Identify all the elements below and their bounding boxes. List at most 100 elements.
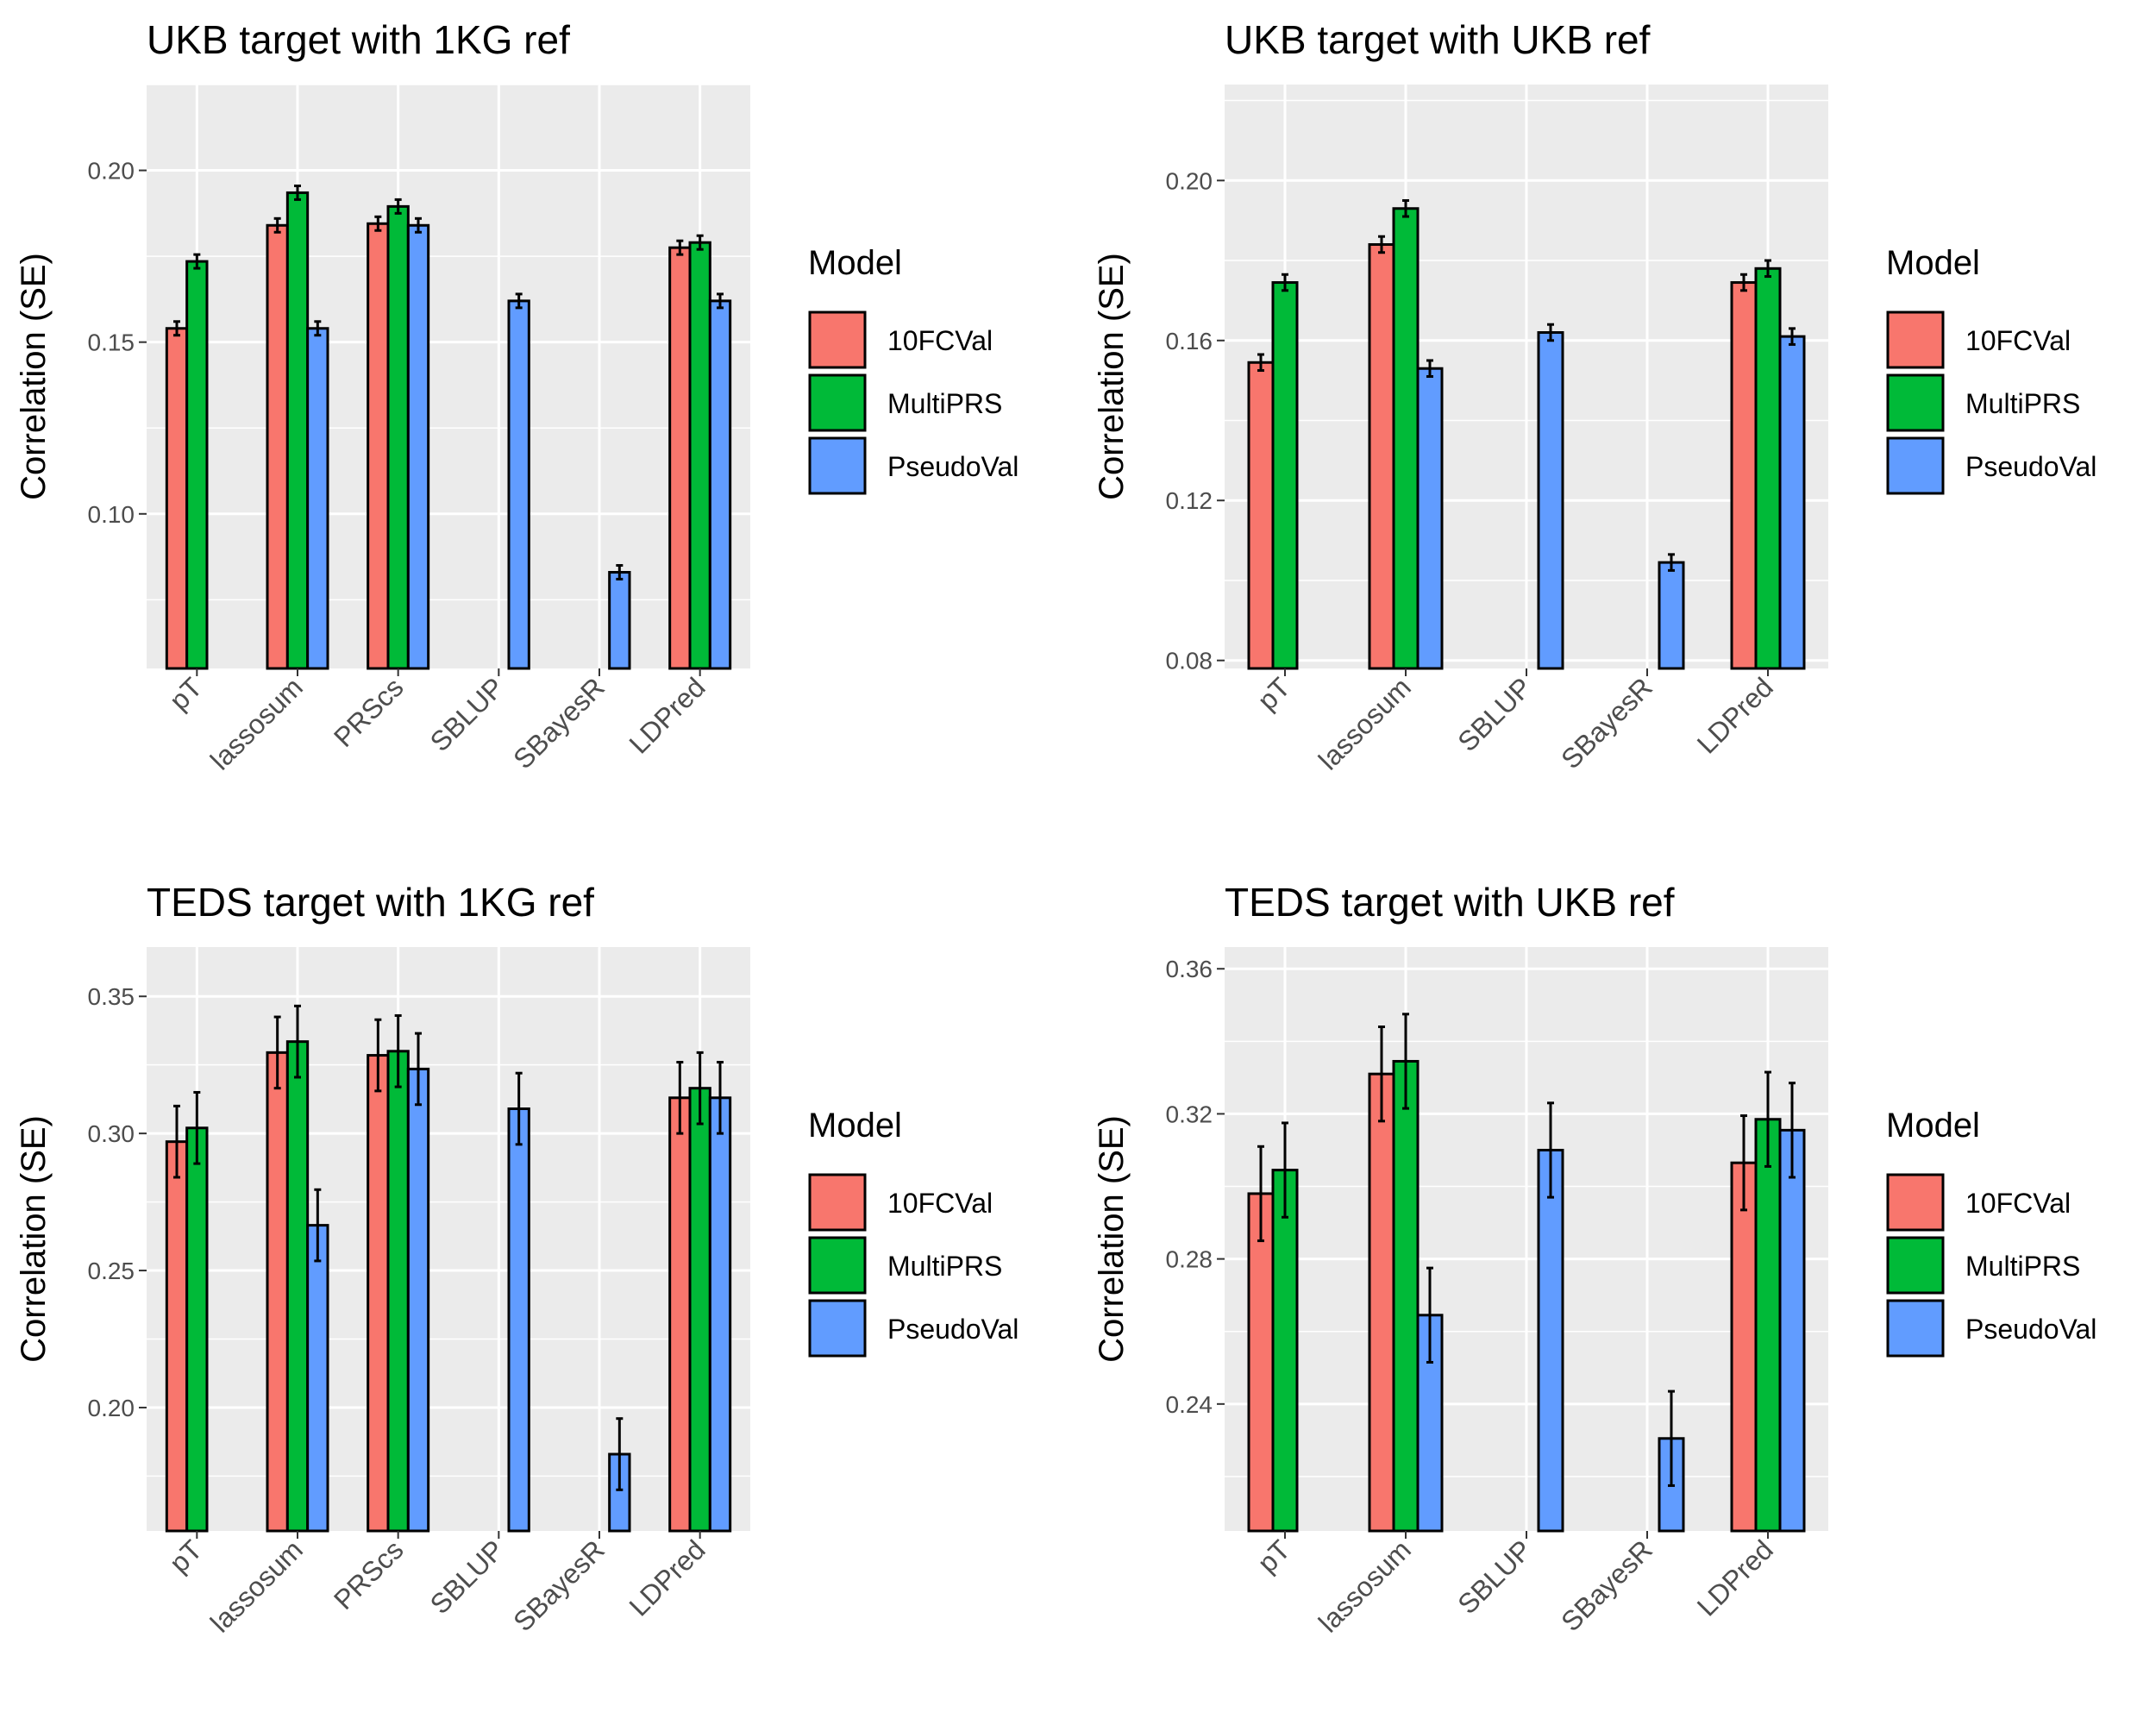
bar [406,223,430,670]
bar [608,570,631,670]
legend-title: Model [808,244,902,282]
y-tick-label: 0.08 [1166,648,1213,674]
bar [507,299,530,670]
y-axis-label: Correlation (SE) [1093,1115,1131,1363]
plot-background [147,85,750,668]
x-tick-label: LDPred [623,671,711,759]
bar [1392,1059,1420,1533]
legend-swatch [808,1299,867,1358]
bar [708,1096,732,1533]
bar [1368,1072,1395,1533]
legend-swatch [1886,436,1945,495]
legend-label: PseudoVal [887,1314,1018,1345]
chart-panel-ukb-ukb: UKB target with UKB ref 0.08 0.12 0.16 0.20 p… [1078,0,2156,862]
y-tick-label: 0.10 [88,501,135,528]
x-tick-label: lassosum [1313,1534,1417,1638]
y-tick-label: 0.20 [1166,167,1213,194]
x-tick-label: pT [1251,671,1296,716]
bar [406,1067,430,1533]
bar [1658,561,1685,670]
y-axis-label: Correlation (SE) [15,253,53,500]
y-tick-label: 0.35 [88,983,135,1010]
bar [185,260,209,670]
bar [688,241,711,670]
legend-label: 10FCVal [887,1188,993,1219]
chart-svg: UKB target with UKB ref 0.08 0.12 0.16 0.20 p… [1093,17,2096,776]
bar [266,223,289,670]
bar [1247,1192,1275,1533]
chart-svg: TEDS target with UKB ref 0.24 0.28 0.32 0.36… [1093,880,2096,1639]
x-tick-label: LDPred [623,1534,711,1622]
y-tick-label: 0.20 [88,158,135,185]
x-tick-label: pT [1251,1534,1296,1578]
legend-label: 10FCVal [1965,1188,2071,1219]
chart-panel-teds-1kg: TEDS target with 1KG ref 0.20 0.25 0.30 0.35… [0,862,1078,1725]
legend-label: MultiPRS [1965,388,2080,419]
bar [285,191,310,670]
legend-label: PseudoVal [1965,1314,2096,1345]
y-tick-label: 0.12 [1166,487,1213,514]
x-tick-label: SBLUP [424,1534,511,1620]
bar [165,327,189,670]
bar [1368,242,1395,670]
bar [367,222,390,670]
y-tick-label: 0.24 [1166,1391,1213,1418]
y-tick-label: 0.28 [1166,1246,1213,1273]
y-tick-label: 0.25 [88,1258,135,1284]
x-tick-label: lassosum [204,671,309,775]
legend-label: MultiPRS [887,1251,1002,1282]
bar [1271,281,1299,670]
bar [668,246,692,670]
bar [1778,335,1806,670]
bar [306,327,329,670]
chart-title: UKB target with 1KG ref [147,17,570,62]
bar [185,1126,209,1533]
x-tick-label: lassosum [204,1534,309,1638]
legend-swatch [808,310,867,369]
chart-svg: TEDS target with 1KG ref 0.20 0.25 0.30 0.35… [15,880,1018,1639]
legend-swatch [808,1236,867,1295]
bar [1247,361,1275,670]
y-tick-label: 0.15 [88,329,135,356]
legend-label: PseudoVal [887,451,1018,482]
bar [1754,267,1782,670]
bar [1271,1169,1299,1533]
chart-title: TEDS target with UKB ref [1225,880,1675,925]
bar [507,1107,530,1533]
bar [1754,1118,1782,1533]
legend-label: MultiPRS [1965,1251,2080,1282]
x-tick-label: LDPred [1691,671,1779,759]
bar [1537,330,1564,670]
bar [386,204,410,670]
y-axis-label: Correlation (SE) [1093,253,1131,500]
bar [306,1224,329,1533]
chart-svg: UKB target with 1KG ref 0.10 0.15 0.20 pTlas… [15,17,1018,776]
bar [285,1040,310,1533]
y-tick-label: 0.30 [88,1120,135,1147]
x-tick-label: SBayesR [507,1534,611,1637]
x-tick-label: SBayesR [1555,1534,1658,1637]
x-tick-label: PRScs [328,1534,410,1615]
x-tick-label: SBLUP [424,671,511,757]
legend-label: 10FCVal [1965,325,2071,356]
x-tick-label: SBLUP [1451,671,1538,757]
x-tick-label: SBayesR [507,671,611,775]
legend-label: MultiPRS [887,388,1002,419]
chart-panel-teds-ukb: TEDS target with UKB ref 0.24 0.28 0.32 0.36… [1078,862,2156,1725]
y-axis-label: Correlation (SE) [15,1115,53,1363]
plot-background [147,947,750,1531]
legend-swatch [1886,373,1945,432]
bar [1730,281,1758,670]
y-tick-label: 0.16 [1166,328,1213,354]
bar [668,1096,692,1533]
x-tick-label: pT [163,1534,208,1578]
bar [266,1051,289,1533]
legend-label: 10FCVal [887,325,993,356]
legend-label: PseudoVal [1965,451,2096,482]
legend-title: Model [1886,244,1980,282]
legend-title: Model [1886,1107,1980,1145]
chart-title: TEDS target with 1KG ref [147,880,594,925]
legend-swatch [808,436,867,495]
y-tick-label: 0.36 [1166,956,1213,982]
chart-title: UKB target with UKB ref [1225,17,1651,62]
